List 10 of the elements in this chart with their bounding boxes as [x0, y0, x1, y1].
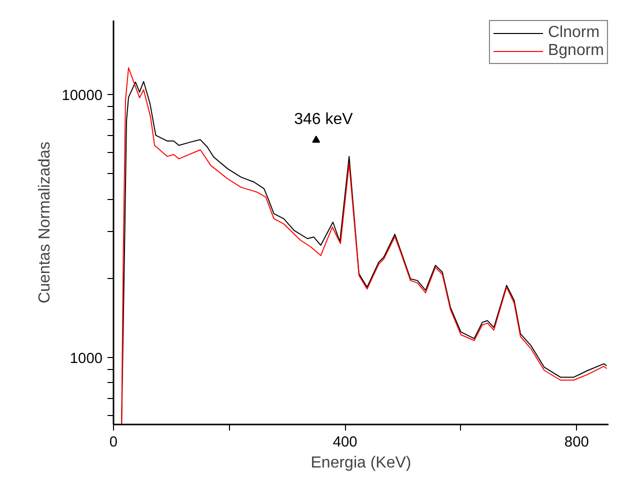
x-axis-title: Energia (KeV) — [310, 454, 412, 472]
legend-label: Bgnorm — [548, 42, 604, 60]
annotation: 346 keV — [294, 111, 354, 128]
x-tick-label: 0 — [109, 434, 118, 450]
legend-label: Clnorm — [548, 24, 600, 42]
y-tick-label: 10000 — [62, 88, 103, 104]
x-tick-label: 400 — [332, 434, 358, 450]
y-tick-label: 1000 — [70, 350, 103, 367]
y-axis-title: Cuentas Normalizadas — [36, 142, 54, 304]
x-tick-label: 800 — [564, 434, 589, 450]
